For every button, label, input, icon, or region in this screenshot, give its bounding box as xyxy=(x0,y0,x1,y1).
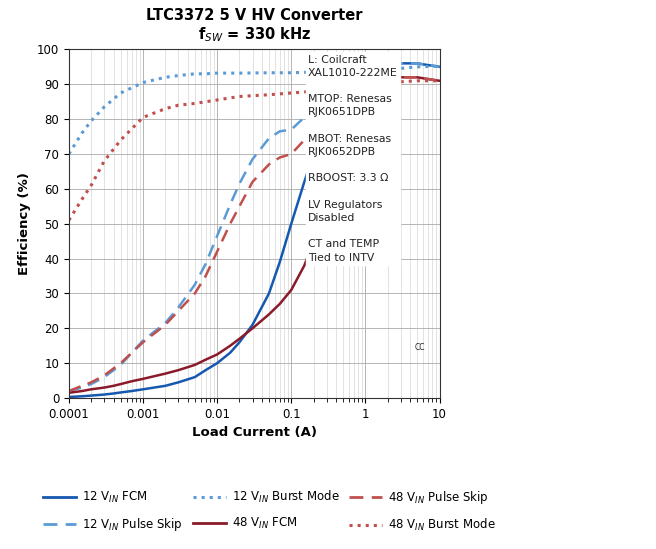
Title: LTC3372 5 V HV Converter
f$_{SW}$ = 330 kHz: LTC3372 5 V HV Converter f$_{SW}$ = 330 … xyxy=(146,8,363,44)
Legend: 12 V$_{IN}$ FCM, 12 V$_{IN}$ Pulse Skip, 12 V$_{IN}$ Burst Mode, 48 V$_{IN}$ FCM: 12 V$_{IN}$ FCM, 12 V$_{IN}$ Pulse Skip,… xyxy=(39,484,500,537)
X-axis label: Load Current (A): Load Current (A) xyxy=(192,427,317,439)
Y-axis label: Efficiency (%): Efficiency (%) xyxy=(18,172,31,275)
Text: L: Coilcraft
XAL1010-222ME

MTOP: Renesas
RJK0651DPB

MBOT: Renesas
RJK0652DPB

: L: Coilcraft XAL1010-222ME MTOP: Renesas… xyxy=(308,55,398,262)
Text: CC: CC xyxy=(415,343,425,352)
